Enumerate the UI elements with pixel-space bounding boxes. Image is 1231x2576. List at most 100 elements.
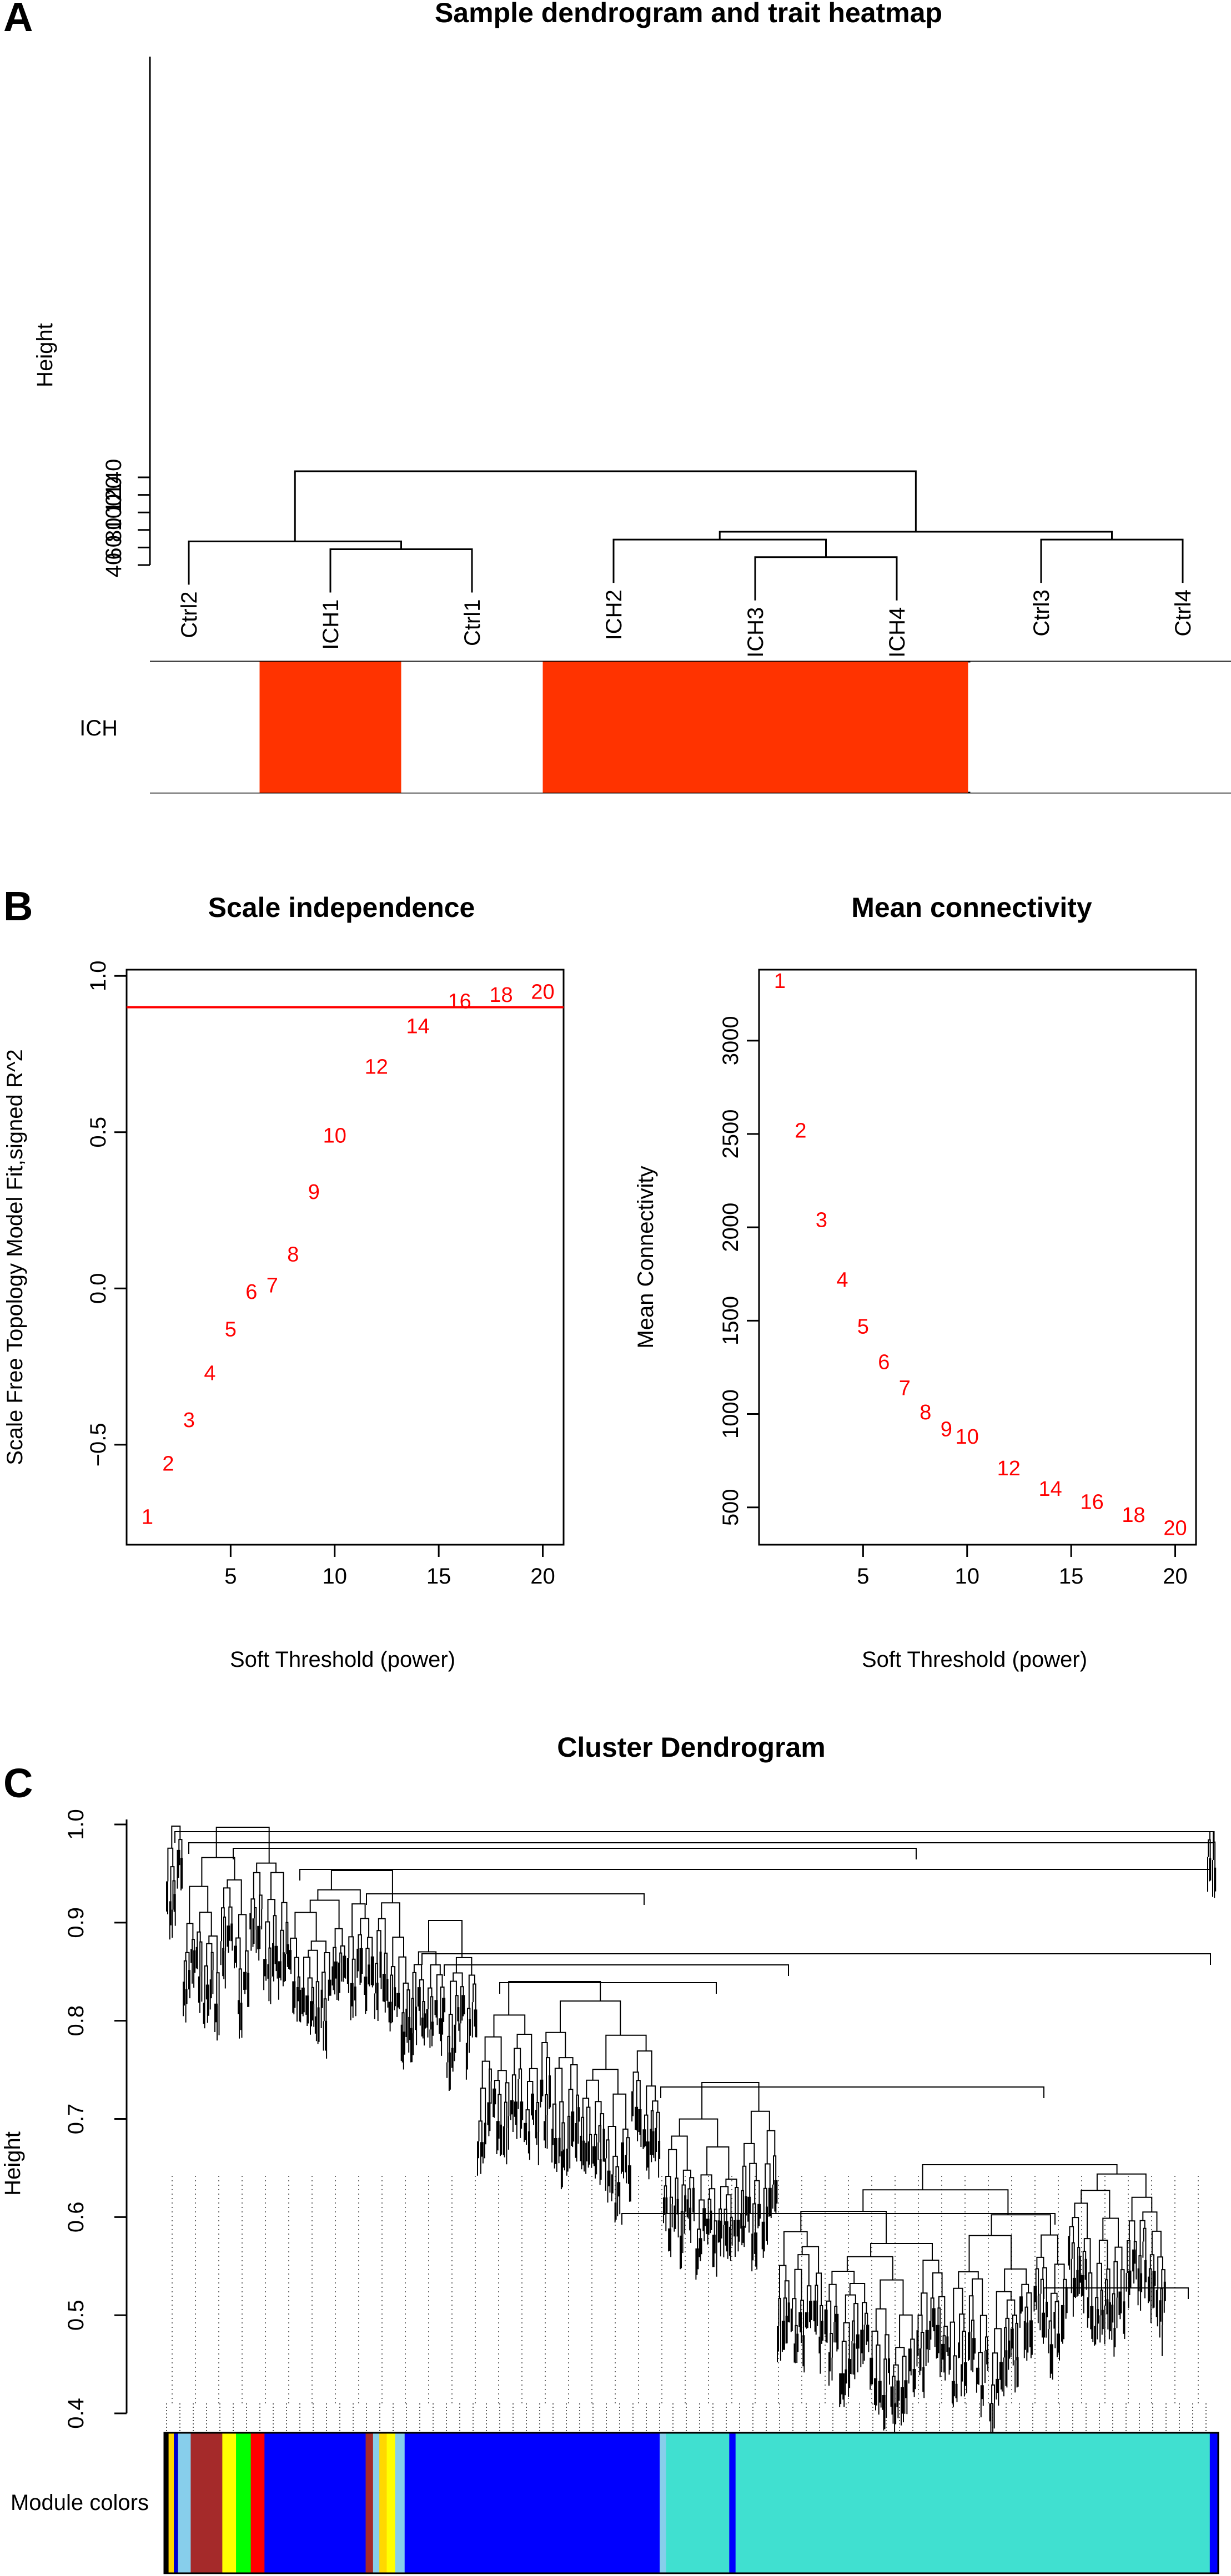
y-tick-label: 1.0 xyxy=(64,1809,88,1840)
point-label: 8 xyxy=(920,1401,931,1424)
point-label: 18 xyxy=(1122,1504,1145,1527)
y-tick-label: 3000 xyxy=(718,1016,743,1065)
x-tick-label: 15 xyxy=(1059,1564,1084,1589)
y-tick-label: 0.5 xyxy=(86,1117,110,1148)
panel-letter-b: B xyxy=(3,883,33,929)
point-label: 6 xyxy=(878,1350,890,1374)
leaf-label: Ctrl2 xyxy=(177,591,202,638)
y-axis-label: Height xyxy=(1,2131,25,2196)
point-label: 16 xyxy=(1080,1491,1103,1514)
dendrogram xyxy=(188,470,1184,601)
module-color-bar-frame xyxy=(163,2432,1219,2574)
module-color-segment xyxy=(404,2433,660,2573)
y-tick-label: 80 xyxy=(102,518,126,543)
point-label: 18 xyxy=(489,984,513,1007)
module-color-segment xyxy=(236,2433,252,2573)
chart-title: Mean connectivity xyxy=(851,892,1092,923)
panel-a: A Sample dendrogram and trait heatmap He… xyxy=(3,0,1231,794)
point-label: 10 xyxy=(323,1124,346,1147)
point-label: 12 xyxy=(365,1056,388,1079)
point-label: 1 xyxy=(142,1505,153,1529)
leaf-label: ICH1 xyxy=(319,599,343,650)
dendrogram-link xyxy=(294,470,917,542)
y-axis-label: Scale Free Topology Model Fit,signed R^2 xyxy=(3,1049,27,1465)
x-tick-label: 20 xyxy=(530,1564,555,1589)
point-label: 12 xyxy=(997,1457,1021,1480)
x-axis-label: Soft Threshold (power) xyxy=(230,1647,455,1672)
y-tick-label: 0.7 xyxy=(64,2104,88,2135)
y-tick-label: 2500 xyxy=(718,1110,743,1159)
y-tick-label: 0.0 xyxy=(86,1273,110,1304)
point-label: 16 xyxy=(448,990,471,1013)
x-tick-label: 20 xyxy=(1163,1564,1188,1589)
heatmap-cell xyxy=(259,662,402,793)
heatmap-cell xyxy=(401,662,544,793)
module-color-segment xyxy=(373,2433,380,2573)
x-tick-label: 5 xyxy=(857,1564,869,1589)
point-label: 4 xyxy=(836,1268,848,1292)
leaf-label: Ctrl3 xyxy=(1029,589,1054,636)
leaf-guide-lines xyxy=(166,2176,1207,2431)
y-tick-label: 60 xyxy=(102,535,126,560)
module-color-segment xyxy=(379,2433,388,2573)
heatmap-cell xyxy=(1112,662,1231,793)
module-color-segment xyxy=(729,2433,736,2573)
module-color-segment xyxy=(174,2433,179,2573)
y-tick-label: 140 xyxy=(102,459,126,496)
panel-letter-c: C xyxy=(3,1760,33,1806)
point-label: 3 xyxy=(816,1209,827,1232)
module-color-segment xyxy=(168,2433,174,2573)
plot-frame xyxy=(758,969,1197,1546)
dendrogram-link xyxy=(718,531,1113,540)
x-tick-label: 10 xyxy=(323,1564,348,1589)
y-axis-ticks: 0.4 0.5 0.6 0.7 0.8 0.9 1.0 xyxy=(64,1809,127,2429)
leaf-label: Ctrl1 xyxy=(460,599,485,646)
panel-letter-a: A xyxy=(3,0,33,40)
dendrogram-branches xyxy=(166,1826,1217,2435)
y-tick-label: 0.5 xyxy=(64,2300,88,2331)
dendrogram-link xyxy=(329,548,473,593)
module-color-segment xyxy=(164,2433,169,2573)
module-color-segment xyxy=(365,2433,374,2573)
point-label: 5 xyxy=(225,1318,237,1342)
y-tick-label: 0.6 xyxy=(64,2202,88,2233)
module-color-segment xyxy=(1209,2433,1219,2573)
heatmap-cell xyxy=(118,662,260,793)
chart-title: Scale independence xyxy=(208,892,475,923)
x-tick-label: 5 xyxy=(224,1564,237,1589)
point-label: 6 xyxy=(245,1281,257,1304)
module-colors-label: Module colors xyxy=(11,2491,149,2515)
axes-ticks: 5 10 15 20 500 1000 1500 2000 2500 3000 xyxy=(718,1016,1188,1589)
module-color-segment xyxy=(660,2433,667,2573)
point-label: 4 xyxy=(204,1362,215,1385)
heatmap-cell xyxy=(542,662,685,793)
y-tick-label: 120 xyxy=(102,476,126,513)
heatmap-cell xyxy=(826,662,968,793)
module-color-segment xyxy=(190,2433,223,2573)
point-label: 7 xyxy=(899,1377,911,1400)
panel-c: C Cluster Dendrogram Height 0.4 0.5 0.6 0.7… xyxy=(1,1732,1219,2574)
module-color-segment xyxy=(386,2433,396,2573)
point-label: 2 xyxy=(162,1453,174,1476)
point-label: 7 xyxy=(267,1274,278,1298)
panel-b: B Scale independence Scale Free Topology… xyxy=(3,883,1197,1672)
leaf-label: ICH3 xyxy=(743,607,768,658)
y-tick-label: −0.5 xyxy=(86,1423,110,1466)
point-label: 8 xyxy=(287,1243,299,1266)
y-tick-label: 0.4 xyxy=(64,2398,88,2429)
module-color-segment xyxy=(735,2433,1210,2573)
module-color-segment xyxy=(178,2433,192,2573)
point-label: 5 xyxy=(857,1315,869,1338)
dendrogram-link xyxy=(1040,538,1184,583)
x-axis-label: Soft Threshold (power) xyxy=(862,1647,1087,1672)
y-tick-label: 0.8 xyxy=(64,2005,88,2036)
x-tick-label: 10 xyxy=(955,1564,980,1589)
heatmap-cell xyxy=(684,662,827,793)
module-color-segment xyxy=(250,2433,265,2573)
cluster-dendrogram xyxy=(166,1826,1217,2435)
y-tick-label: 1.0 xyxy=(86,960,110,991)
point-label: 20 xyxy=(531,980,554,1004)
chart-title: Cluster Dendrogram xyxy=(557,1732,825,1763)
heatmap-cell xyxy=(970,662,1113,793)
